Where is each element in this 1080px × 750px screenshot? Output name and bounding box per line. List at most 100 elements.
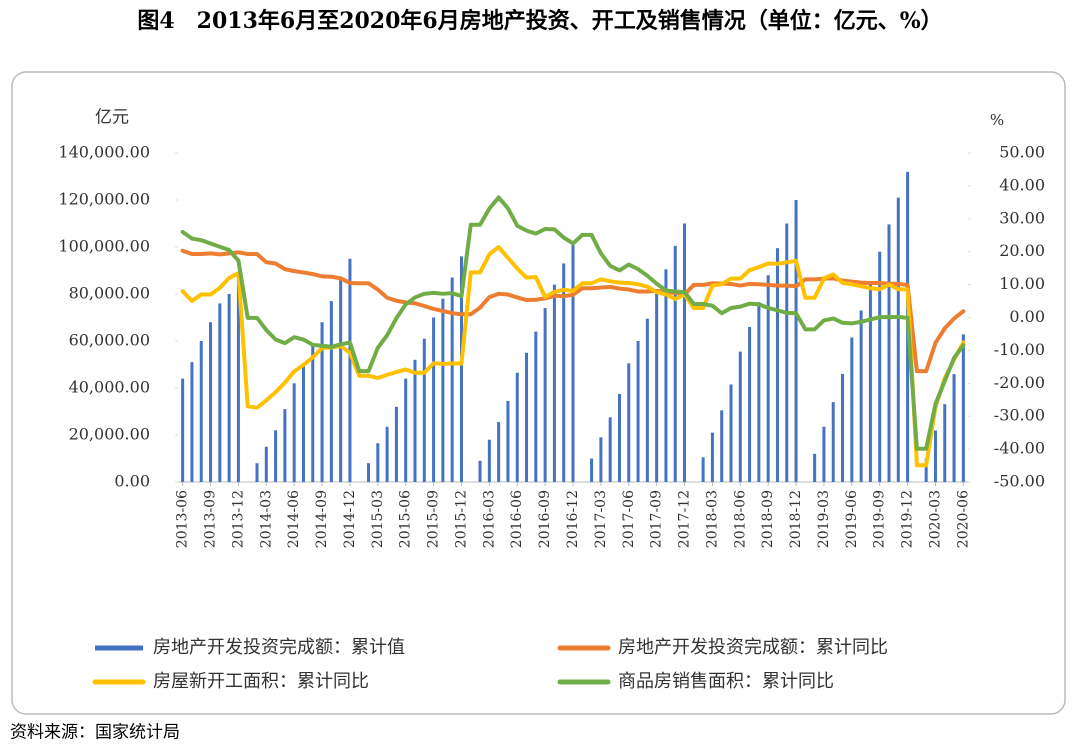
bar bbox=[738, 351, 742, 482]
bar bbox=[766, 275, 770, 482]
x-tick-label: 2018-03 bbox=[704, 490, 720, 548]
legend-label: 房地产开发投资完成额：累计值 bbox=[153, 637, 405, 658]
bar bbox=[831, 402, 835, 482]
x-tick-label: 2019-12 bbox=[900, 490, 916, 548]
bar bbox=[887, 224, 891, 482]
line bbox=[180, 248, 966, 374]
x-tick-label: 2016-06 bbox=[509, 490, 525, 548]
y-tick-label: 60,000.00 bbox=[69, 331, 150, 350]
y2-tick-label: 50.00 bbox=[999, 143, 1045, 162]
y2-tick-label: -10.00 bbox=[994, 340, 1045, 359]
bar bbox=[255, 463, 259, 482]
bar bbox=[181, 378, 185, 482]
bar bbox=[236, 279, 240, 482]
x-tick-label: 2017-12 bbox=[677, 490, 693, 548]
bar bbox=[274, 430, 278, 482]
bar bbox=[720, 410, 724, 482]
x-tick-label: 2018-09 bbox=[760, 490, 776, 548]
bar bbox=[813, 453, 817, 482]
x-tick-label: 2014-06 bbox=[286, 490, 302, 548]
bar bbox=[636, 341, 640, 482]
bar bbox=[775, 248, 779, 482]
bar bbox=[822, 426, 826, 482]
y2-tick-label: 0.00 bbox=[1009, 307, 1045, 326]
x-tick-label: 2015-03 bbox=[370, 490, 386, 548]
y-tick-label: 100,000.00 bbox=[58, 237, 150, 256]
bar bbox=[590, 458, 594, 482]
legend-swatch bbox=[95, 645, 143, 651]
line bbox=[180, 245, 966, 468]
bar bbox=[450, 277, 454, 482]
bar bbox=[525, 352, 529, 482]
y-tick-label: 20,000.00 bbox=[69, 425, 150, 444]
x-tick-label: 2014-09 bbox=[314, 490, 330, 548]
chart-frame bbox=[11, 71, 1066, 715]
bar bbox=[320, 322, 324, 482]
bar bbox=[348, 258, 352, 482]
x-tick-label: 2019-03 bbox=[816, 490, 832, 548]
bar bbox=[385, 426, 389, 482]
x-tick-label: 2013-09 bbox=[203, 490, 219, 548]
x-tick-label: 2015-06 bbox=[398, 490, 414, 548]
y2-tick-label: -30.00 bbox=[994, 406, 1045, 425]
x-tick-label: 2018-06 bbox=[732, 490, 748, 548]
bar bbox=[478, 460, 482, 482]
y2-tick-label: 10.00 bbox=[999, 274, 1045, 293]
bar bbox=[376, 443, 380, 482]
bar bbox=[645, 318, 649, 482]
bar bbox=[943, 404, 947, 482]
source-note: 资料来源：国家统计局 bbox=[10, 723, 180, 743]
bar bbox=[413, 359, 417, 482]
bar bbox=[850, 337, 854, 482]
bar bbox=[729, 384, 733, 482]
bar bbox=[878, 251, 882, 482]
bar bbox=[701, 457, 705, 482]
bar bbox=[673, 245, 677, 482]
legend-label: 商品房销售面积：累计同比 bbox=[618, 671, 834, 692]
legend-label: 房屋新开工面积：累计同比 bbox=[153, 671, 369, 692]
bar bbox=[534, 331, 538, 482]
x-tick-label: 2019-06 bbox=[844, 490, 860, 548]
y2-tick-label: 30.00 bbox=[999, 208, 1045, 227]
y-tick-label: 0.00 bbox=[114, 472, 150, 491]
bar bbox=[859, 310, 863, 482]
bar bbox=[841, 373, 845, 482]
y2-tick-label: -20.00 bbox=[994, 373, 1045, 392]
y2-tick-label: 40.00 bbox=[999, 175, 1045, 194]
bar bbox=[301, 364, 305, 482]
bar bbox=[311, 345, 315, 482]
bar bbox=[571, 241, 575, 482]
y-axis-title: 亿元 bbox=[95, 108, 129, 128]
bar bbox=[757, 302, 761, 482]
bar bbox=[339, 279, 343, 482]
x-tick-label: 2016-12 bbox=[565, 490, 581, 548]
bar bbox=[617, 393, 621, 482]
y-tick-label: 40,000.00 bbox=[69, 378, 150, 397]
x-tick-label: 2014-03 bbox=[258, 490, 274, 548]
bar bbox=[190, 362, 194, 482]
bar bbox=[422, 338, 426, 482]
legend-label: 房地产开发投资完成额：累计同比 bbox=[618, 637, 888, 658]
bar bbox=[924, 458, 928, 482]
x-tick-label: 2015-12 bbox=[453, 490, 469, 548]
bar bbox=[785, 223, 789, 482]
x-tick-label: 2016-03 bbox=[481, 490, 497, 548]
bar bbox=[748, 326, 752, 482]
bar bbox=[283, 409, 287, 482]
y-tick-label: 140,000.00 bbox=[58, 143, 150, 162]
x-tick-label: 2016-09 bbox=[537, 490, 553, 548]
bar bbox=[794, 200, 798, 482]
bar bbox=[543, 308, 547, 482]
x-tick-label: 2013-06 bbox=[175, 490, 191, 548]
bar bbox=[896, 197, 900, 482]
bar bbox=[329, 301, 333, 482]
bar bbox=[209, 322, 213, 482]
bar bbox=[264, 446, 268, 482]
bar bbox=[394, 406, 398, 482]
bar bbox=[710, 432, 714, 482]
y-tick-label: 80,000.00 bbox=[69, 284, 150, 303]
x-tick-label: 2019-09 bbox=[872, 490, 888, 548]
bar bbox=[683, 223, 687, 482]
x-tick-label: 2014-12 bbox=[342, 490, 358, 548]
